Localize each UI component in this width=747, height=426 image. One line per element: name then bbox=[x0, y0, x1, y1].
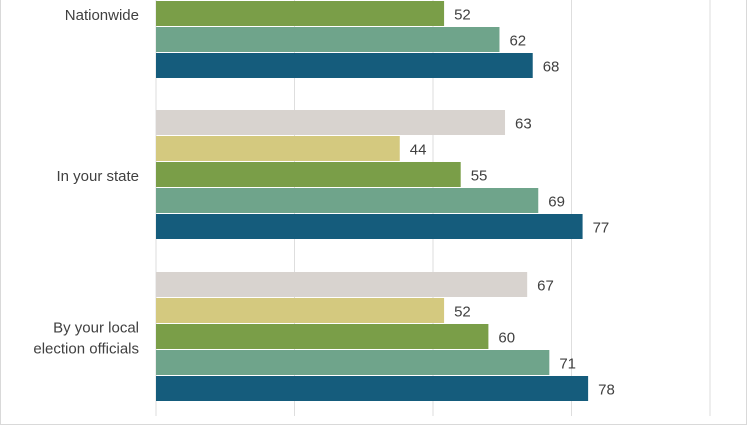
data-label: 62 bbox=[509, 33, 526, 50]
data-label: 67 bbox=[537, 278, 554, 295]
bar bbox=[156, 188, 539, 213]
data-label: 60 bbox=[498, 330, 515, 347]
category-label: Nationwide bbox=[65, 7, 139, 24]
bar bbox=[156, 136, 400, 161]
bar bbox=[156, 1, 445, 26]
bar bbox=[156, 214, 583, 239]
bar bbox=[156, 162, 461, 187]
category-label: election officials bbox=[33, 341, 139, 358]
data-label: 44 bbox=[410, 142, 427, 159]
data-label: 52 bbox=[454, 7, 471, 24]
bar bbox=[156, 272, 528, 297]
bar bbox=[156, 376, 589, 401]
bar bbox=[156, 298, 445, 323]
data-label: 68 bbox=[543, 59, 560, 76]
data-label: 77 bbox=[593, 220, 610, 237]
bar bbox=[156, 324, 489, 349]
category-label: By your local bbox=[53, 320, 139, 337]
data-label: 69 bbox=[548, 194, 565, 211]
category-label: In your state bbox=[56, 168, 139, 185]
bar bbox=[156, 350, 550, 375]
data-label: 52 bbox=[454, 304, 471, 321]
bar bbox=[156, 53, 533, 78]
data-label: 63 bbox=[515, 116, 532, 133]
bar bbox=[156, 110, 506, 135]
data-label: 71 bbox=[559, 356, 576, 373]
data-label: 55 bbox=[471, 168, 488, 185]
bar bbox=[156, 27, 500, 52]
data-label: 78 bbox=[598, 382, 615, 399]
